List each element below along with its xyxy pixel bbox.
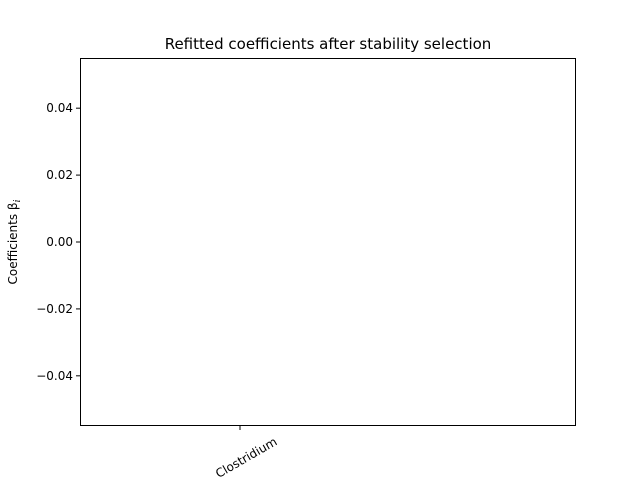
chart-title: Refitted coefficients after stability se… — [165, 35, 492, 53]
y-tick-label: −0.02 — [36, 302, 73, 316]
plot-area — [80, 58, 576, 426]
y-axis-label: Coefficients βi — [6, 199, 23, 284]
y-axis-label-text: Coefficients β — [6, 202, 20, 284]
y-tick-label: 0.02 — [46, 168, 73, 182]
plot-frame — [80, 58, 576, 426]
y-tick-label: 0.00 — [46, 235, 73, 249]
x-axis: Clostridium — [213, 426, 280, 480]
y-axis: 0.04 0.02 0.00 −0.02 −0.04 — [36, 101, 80, 383]
x-tick-label: Clostridium — [213, 434, 279, 480]
y-tick-label: 0.04 — [46, 101, 73, 115]
y-axis-label-subscript: i — [13, 199, 23, 202]
y-tick-label: −0.04 — [36, 369, 73, 383]
